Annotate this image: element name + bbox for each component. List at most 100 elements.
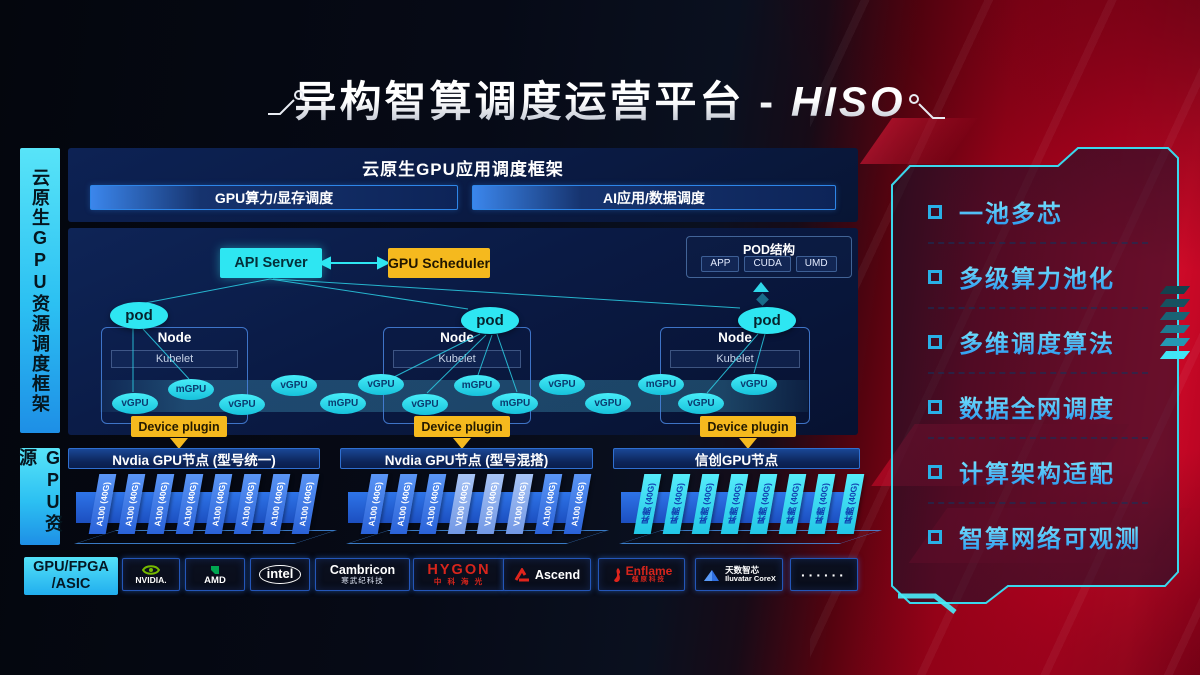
rail-gpu-resources: GPU资源: [17, 448, 63, 545]
gpu-ellipse: mGPU: [454, 375, 500, 396]
square-bullet-icon: [928, 334, 942, 349]
pod-ellipse: pod: [738, 307, 796, 334]
amd-mark-icon: [210, 565, 219, 574]
feature-label: 计算架构适配: [959, 454, 1115, 489]
square-bullet-icon: [928, 399, 942, 414]
vendor-logo-intel: intel: [250, 558, 310, 591]
gpu-card: 昇腾 (40G): [836, 474, 865, 534]
hardware-label-box: GPU/FPGA /ASIC: [24, 557, 118, 595]
device-plugin-box: Device plugin: [131, 416, 227, 437]
vendor-logo-iluvatar: 天数智芯 Iluvatar CoreX: [695, 558, 783, 591]
edge-stripes-decoration: [1159, 286, 1191, 359]
page-title-main: 异构智算调度运营平台: [294, 78, 745, 125]
gpu-ellipse: vGPU: [358, 374, 404, 395]
intel-oval-icon: intel: [258, 565, 302, 584]
vendor-text: Enflame: [625, 563, 673, 578]
vendor-text: AMD: [204, 574, 226, 586]
node-label: Node: [718, 330, 752, 345]
down-arrow-icon: [739, 438, 757, 449]
hw-line2: /ASIC: [51, 576, 91, 592]
vendor-text: NVIDIA.: [135, 575, 167, 586]
device-plugin-box: Device plugin: [414, 416, 510, 437]
vendor-logo-hygon: HYGON 中 科 海 光: [413, 558, 505, 591]
node-label: Node: [157, 330, 192, 345]
down-arrow-icon: [453, 438, 471, 449]
gpu-ellipse: vGPU: [402, 394, 448, 415]
rail-label: 云原生GPU资源调度框架: [30, 167, 50, 414]
vendor-logo-cambricon: Cambricon 寒武纪科技: [315, 558, 410, 591]
feature-label: 一池多芯: [959, 194, 1063, 229]
kubelet-bar: Kubelet: [670, 350, 800, 368]
hw-line1: GPU/FPGA: [33, 558, 109, 575]
vendor-logo-amd: AMD: [185, 558, 245, 591]
gpu-card: A100 (40G): [291, 474, 320, 534]
flame-icon: [613, 567, 620, 582]
square-bullet-icon: [928, 269, 942, 284]
vendor-text: ······: [801, 566, 847, 583]
gpu-ellipse: mGPU: [320, 393, 366, 414]
node-label: Node: [440, 330, 474, 345]
square-bullet-icon: [928, 464, 942, 479]
up-arrow-icon: [753, 282, 769, 292]
circuit-node-icon: [268, 90, 304, 115]
gpu-card-stack-3: 昇腾 (40G) 昇腾 (40G) 昇腾 (40G) 昇腾 (40G) 昇腾 (…: [613, 472, 883, 548]
pod-structure-chips: APP CUDA UMD: [690, 256, 848, 272]
feature-label: 多级算力池化: [959, 259, 1115, 294]
square-bullet-icon: [928, 204, 942, 219]
vendor-text: Ascend: [534, 567, 581, 582]
ai-app-data-bar: AI应用/数据调度: [472, 185, 836, 210]
chip-app: APP: [701, 256, 740, 272]
gpu-card: A100 (40G): [563, 474, 592, 534]
feature-item: 一池多芯: [928, 179, 1160, 244]
feature-panel-frame: [891, 147, 1179, 614]
gpu-ellipse: vGPU: [271, 375, 317, 396]
pod-ellipse: pod: [461, 307, 519, 334]
pod-ellipse: pod: [110, 302, 168, 329]
vendor-text: Cambricon: [329, 563, 396, 577]
vendor-subtext: 寒武纪科技: [341, 576, 384, 586]
chip-umd: UMD: [795, 256, 837, 272]
vendor-logo-enflame: Enflame 燧原科技: [598, 558, 685, 591]
gpu-ellipse: vGPU: [539, 374, 585, 395]
vendor-text: 天数智芯: [725, 565, 760, 576]
feature-item: 计算架构适配: [928, 439, 1160, 504]
triangle-icon: [704, 569, 720, 581]
gpu-card-stack-1: A100 (40G) A100 (40G) A100 (40G) A100 (4…: [68, 472, 338, 548]
feature-item: 多级算力池化: [928, 244, 1160, 309]
gpu-ellipse: mGPU: [168, 379, 214, 400]
device-plugin-box: Device plugin: [700, 416, 796, 437]
kubelet-bar: Kubelet: [393, 350, 521, 368]
down-arrow-icon: [170, 438, 188, 449]
feature-item: 智算网络可观测: [928, 504, 1160, 569]
page-title-hiso: HISO: [790, 78, 906, 125]
vendor-subtext: 中 科 海 光: [433, 577, 485, 587]
rail-label: GPU资源: [17, 448, 63, 534]
feature-label: 智算网络可观测: [959, 519, 1141, 554]
gpu-ellipse: vGPU: [731, 374, 777, 395]
gpu-scheduler-box: GPU Scheduler: [388, 248, 490, 278]
vendor-text: HYGON: [427, 561, 491, 578]
ascend-mark-icon: [514, 567, 529, 581]
vendor-subtext: 燧原科技: [632, 576, 666, 584]
kubelet-bar: Kubelet: [111, 350, 238, 368]
page-title: 异构智算调度运营平台 - HISO: [0, 68, 1200, 129]
api-server-box: API Server: [220, 248, 322, 278]
gpu-ellipse: mGPU: [638, 374, 684, 395]
vendor-logo-nvidia: NVIDIA.: [122, 558, 180, 591]
vendor-logo-ascend: Ascend: [503, 558, 591, 591]
nvidia-eye-icon: [141, 565, 160, 575]
gpu-card-stack-2: A100 (40G) A100 (40G) A100 (40G) V100 (4…: [340, 472, 610, 548]
rail-cloud-native-gpu-framework: 云原生GPU资源调度框架: [20, 148, 60, 433]
page-title-sep: -: [744, 78, 791, 125]
gpu-compute-vram-bar: GPU算力/显存调度: [90, 185, 458, 210]
circuit-node-icon: [909, 94, 945, 119]
feature-list: 一池多芯 多级算力池化 多维调度算法 数据全网调度 计算架构适配 智算网络可观测: [928, 179, 1160, 569]
vendor-logo-more: ······: [790, 558, 858, 591]
pod-structure-title: POD结构: [742, 243, 796, 257]
feature-label: 数据全网调度: [959, 389, 1115, 424]
gpu-ellipse: vGPU: [585, 393, 631, 414]
gpu-node-header-uniform: Nvdia GPU节点 (型号统一): [68, 448, 320, 469]
gpu-ellipse: vGPU: [219, 394, 265, 415]
vendor-subtext: Iluvatar CoreX: [725, 574, 776, 584]
